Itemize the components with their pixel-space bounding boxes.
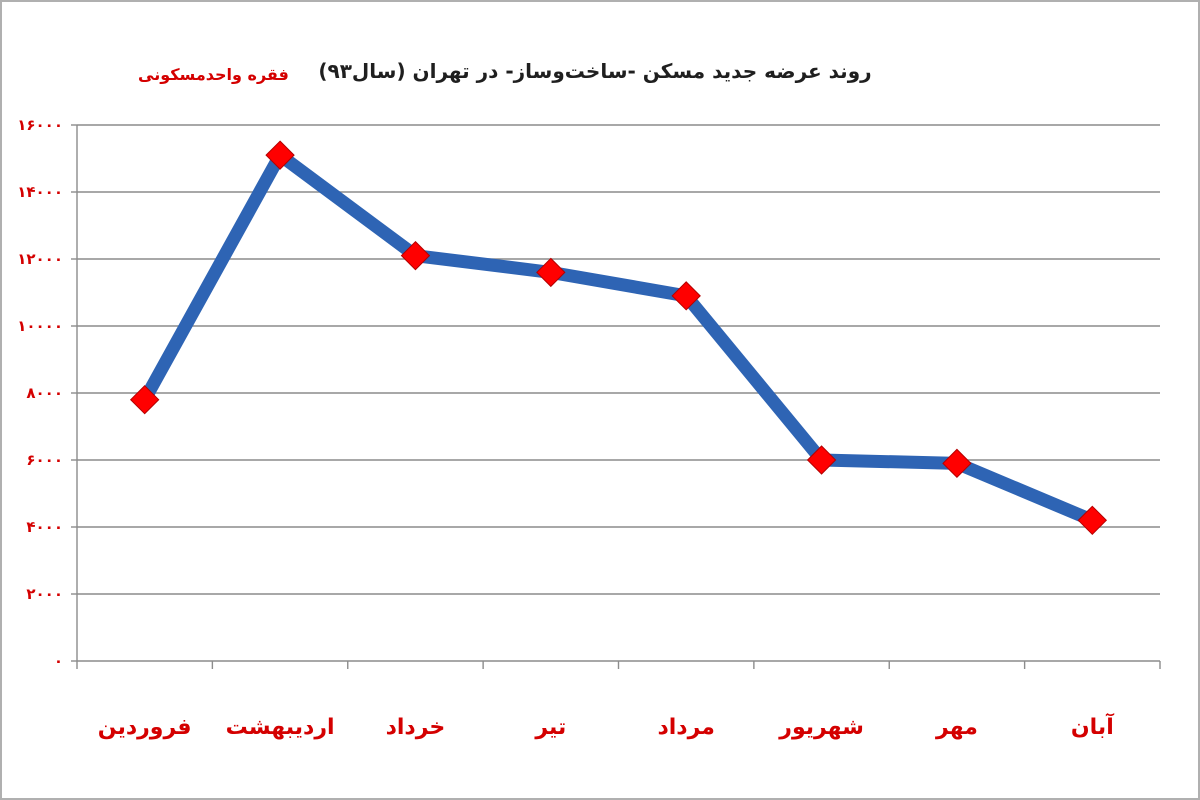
y-tick-label: ۱۴۰۰۰	[17, 183, 63, 201]
axes	[71, 124, 1161, 669]
x-tick-label: خرداد	[386, 715, 446, 740]
x-tick-labels: فروردین اردیبهشت خرداد تیر مرداد شهریور مهر آبا…	[98, 712, 1114, 740]
y-tick-label: ۰	[54, 652, 63, 670]
y-tick-labels: ۰ ۲۰۰۰ ۴۰۰۰ ۶۰۰۰ ۸۰۰۰ ۱۰۰۰۰ ۱۲۰۰۰ ۱۴۰۰۰ ۱۶۰۰۰	[17, 116, 63, 670]
data-point-marker	[536, 257, 566, 288]
data-point-marker	[806, 445, 837, 475]
x-tick-label: فروردین	[98, 715, 192, 740]
data-point-marker	[671, 281, 701, 311]
series-line-group	[138, 148, 1099, 527]
x-tick-label: اردیبهشت	[226, 715, 335, 740]
x-tick-label: آبان	[1071, 712, 1114, 740]
grid	[77, 124, 1160, 595]
x-tick-label: مرداد	[657, 715, 714, 740]
series-line	[138, 148, 1099, 527]
data-point-marker	[400, 240, 431, 271]
data-point-marker	[265, 140, 295, 170]
y-tick-label: ۱۲۰۰۰	[17, 250, 63, 268]
x-tick-label: تیر	[534, 715, 566, 740]
data-point-marker	[129, 384, 160, 415]
y-tick-label: ۱۶۰۰۰	[17, 116, 63, 134]
y-tick-label: ۸۰۰۰	[26, 384, 63, 402]
y-tick-label: ۲۰۰۰	[26, 585, 63, 603]
marker-group	[129, 140, 1108, 536]
x-tick-label: شهریور	[778, 715, 864, 740]
y-tick-label: ۱۰۰۰۰	[17, 317, 63, 335]
x-tick-label: مهر	[935, 715, 978, 740]
y-tick-label: ۴۰۰۰	[26, 518, 63, 536]
chart-title: روند عرضه جدید مسکن -ساخت‌وساز- در تهران…	[318, 59, 871, 83]
y-tick-label: ۶۰۰۰	[26, 451, 63, 469]
data-point-marker	[942, 448, 972, 479]
y-axis-label: فقره واحدمسکونی	[138, 65, 289, 84]
data-point-marker	[1077, 505, 1108, 536]
